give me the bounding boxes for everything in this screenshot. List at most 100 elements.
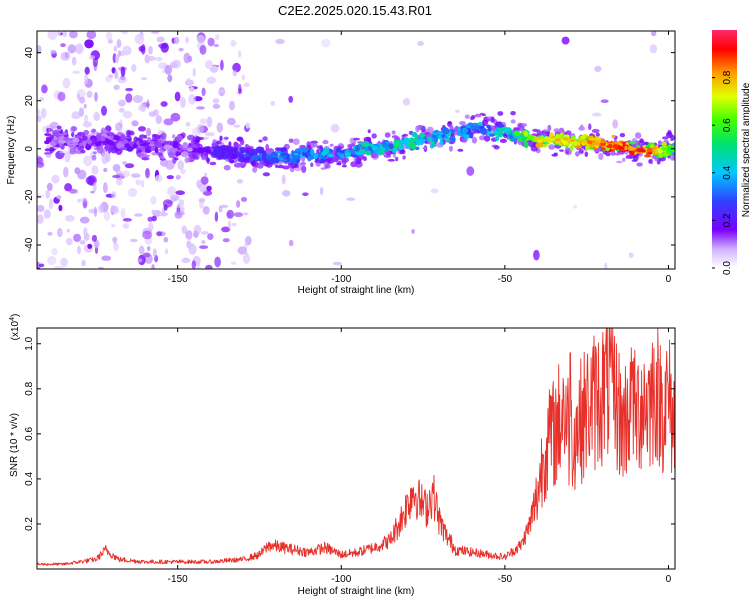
spectrogram-cell xyxy=(322,139,329,145)
spectrogram-cell xyxy=(548,138,555,143)
spectrogram-cell xyxy=(634,132,642,139)
spectrogram-cell xyxy=(426,141,431,145)
spectrogram-cell xyxy=(169,61,178,69)
y-tick-label: 0.8 xyxy=(24,381,35,395)
spectrogram-cell xyxy=(479,127,488,135)
spectrogram-cell xyxy=(62,131,68,136)
spectrogram-cell xyxy=(109,145,114,150)
spectrogram-cell xyxy=(510,137,517,142)
y-tick-label: 1.0 xyxy=(24,336,35,350)
spectrogram-cell xyxy=(37,115,42,123)
spectrogram-cell xyxy=(223,164,231,171)
spectrogram-cell xyxy=(167,74,173,83)
spectrogram-cell xyxy=(497,131,503,138)
spectrogram-cell xyxy=(456,131,461,137)
spectrogram-cell xyxy=(44,133,52,137)
spectrogram-cell xyxy=(109,135,114,141)
spectrogram-cell xyxy=(243,212,249,216)
spectrogram-cell xyxy=(258,139,263,143)
spectrogram-cell xyxy=(151,264,155,269)
spectrogram-cell xyxy=(471,136,477,144)
spectrogram-cell xyxy=(196,34,205,44)
spectrogram-cell xyxy=(63,166,69,178)
spectrogram-cell xyxy=(237,156,243,162)
spectrogram-cell xyxy=(180,169,186,174)
spectrogram-cell xyxy=(170,194,180,201)
spectrogram-cell xyxy=(195,136,201,143)
spectrogram-cell xyxy=(167,186,176,197)
spectrogram-cell xyxy=(47,31,58,40)
spectrogram-cell xyxy=(214,145,223,150)
spectrogram-cell xyxy=(37,194,45,199)
spectrogram-cell xyxy=(223,136,229,140)
spectrogram-cell xyxy=(132,144,138,147)
spectrogram-cell xyxy=(122,161,127,165)
spectrogram-cell xyxy=(647,148,652,152)
spectrogram-cell xyxy=(49,146,55,153)
spectrogram-cell xyxy=(619,133,626,138)
spectrogram-cell xyxy=(140,44,146,55)
spectrogram-cell xyxy=(280,147,288,152)
colorbar-tick-label: 0.4 xyxy=(722,165,733,179)
spectrogram-cell xyxy=(126,129,131,137)
spectrogram-cell xyxy=(371,133,377,139)
spectrogram-cell xyxy=(336,162,342,166)
spectrogram-cell xyxy=(174,157,179,161)
x-tick-label: -100 xyxy=(331,274,351,285)
spectrogram-cell xyxy=(459,121,466,126)
colorbar-tick-label: 0.6 xyxy=(722,118,733,132)
spectrogram-cell xyxy=(329,143,334,147)
spectrogram-cell xyxy=(237,246,248,255)
y-tick-label: -20 xyxy=(24,189,35,204)
spectrogram-cell xyxy=(288,239,294,247)
spectrogram-cell xyxy=(644,154,652,158)
spectrogram-cell xyxy=(216,122,223,133)
spectrogram-cell xyxy=(85,144,92,151)
spectrogram-cell xyxy=(125,87,133,92)
spectrogram-cell xyxy=(158,43,168,49)
spectrogram-cell xyxy=(57,227,63,238)
spectrogram-cell xyxy=(344,152,352,156)
spectrogram-x-ticks: -150 -100 -50 0 xyxy=(168,31,672,285)
spectrogram-cell xyxy=(219,135,223,141)
spectrogram-cell xyxy=(449,136,456,142)
spectrogram-cell xyxy=(160,132,167,140)
spectrogram-cell xyxy=(180,97,186,108)
snr-y-ticks: 0.2 0.4 0.6 0.8 1.0 xyxy=(24,336,675,531)
spectrogram-cell xyxy=(50,49,57,55)
spectrogram-cell xyxy=(419,132,425,138)
spectrogram-cell xyxy=(79,240,86,245)
spectrogram-cell xyxy=(82,121,92,128)
spectrogram-cell xyxy=(240,197,248,202)
spectrogram-cell xyxy=(71,56,77,66)
spectrogram-cell xyxy=(148,45,153,55)
spectrogram-cell xyxy=(199,45,207,55)
spectrogram-cell xyxy=(93,206,98,217)
spectrogram-cell xyxy=(243,82,250,88)
spectrogram-cell xyxy=(576,142,581,146)
spectrogram-cell xyxy=(140,103,146,113)
spectrogram-cell xyxy=(470,125,478,131)
spectrogram-cell xyxy=(231,222,237,227)
spectrogram-cell xyxy=(162,199,173,208)
spectrogram-cell xyxy=(230,40,237,47)
spectrogram-cell xyxy=(62,31,67,38)
spectrogram-cell xyxy=(147,136,151,143)
spectrogram-cell xyxy=(142,252,151,258)
spectrogram-cell xyxy=(86,31,97,40)
spectrogram-cell xyxy=(101,153,109,165)
spectrogram-cell xyxy=(559,149,564,152)
spectrogram-cell xyxy=(474,113,482,118)
spectrogram-cell xyxy=(217,155,222,160)
spectrogram-cell xyxy=(147,216,154,222)
spectrogram-cell xyxy=(73,233,82,243)
spectrogram-cell xyxy=(510,111,516,116)
spectrogram-cell xyxy=(66,228,70,233)
spectrogram-cell xyxy=(229,100,235,111)
spectrogram-cell xyxy=(564,138,570,142)
spectrogram-cell xyxy=(163,236,169,243)
spectrogram-cell xyxy=(156,36,165,43)
spectrogram-cell xyxy=(88,55,96,60)
spectrogram-cell xyxy=(120,133,126,141)
spectrogram-cell xyxy=(469,116,475,121)
